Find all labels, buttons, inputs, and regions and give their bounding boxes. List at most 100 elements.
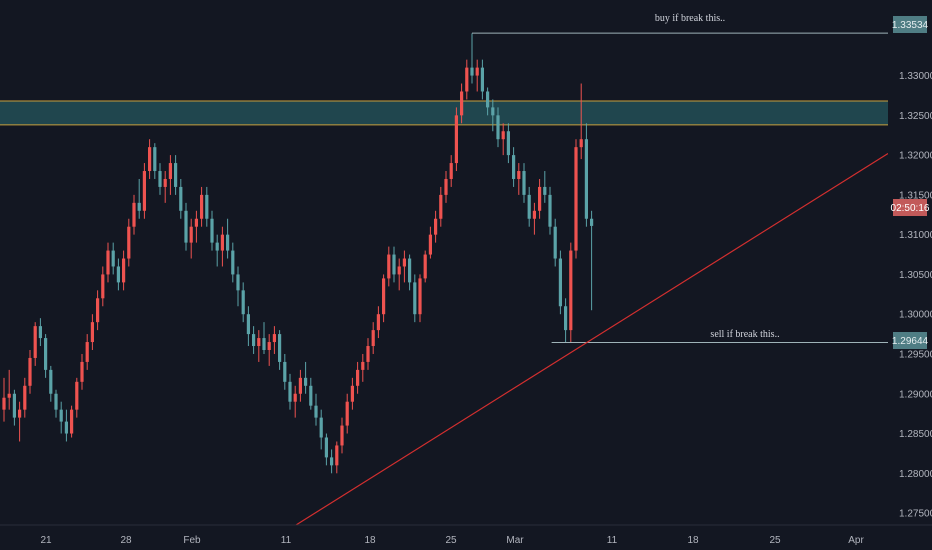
candle-body [278,334,282,362]
candle [506,123,510,164]
candle [486,87,490,116]
candle-body [2,397,6,410]
candle [241,282,245,323]
candle-body [184,210,188,243]
candle-body [288,381,292,402]
candle-body [496,115,500,140]
candle-body [340,425,344,446]
price-axis-bg [888,0,932,550]
candle-body [584,139,588,219]
candle-body [387,254,391,279]
candle-body [330,457,334,466]
candle-body [64,421,68,434]
time-axis[interactable]: 21 28 Feb 11 18 25 Mar 11 18 25 Apr [0,524,932,550]
candle [168,155,172,195]
price-tick-label: 1.30500 [899,270,932,281]
candle [590,210,594,311]
candle-body [168,163,172,179]
candle [475,59,479,92]
time-axis-bg [0,525,932,550]
candle-body [506,131,510,156]
price-axis[interactable]: 1.27500 1.28000 1.28500 1.29000 1.29500 1.300… [888,0,932,550]
candle [480,59,484,100]
candle [194,210,198,243]
candle-body [486,91,490,108]
candle-body [85,342,89,362]
candle-body [480,67,484,92]
candle-body [527,194,531,219]
candle [205,186,209,227]
candle [90,314,94,350]
candle [80,353,84,390]
candle [272,326,276,354]
candle [558,250,562,315]
candle-body [501,131,505,140]
price-tick-label: 1.29500 [899,349,932,360]
candle [122,250,126,291]
candle [423,250,427,283]
candle-body [148,147,152,172]
candle [38,318,42,347]
candle [278,330,282,370]
candle [376,306,380,339]
candle-body [153,147,157,172]
candle-body [220,234,224,251]
candle-body [449,163,453,179]
candle-body [267,342,271,350]
candle-body [319,417,323,438]
candle-body [475,67,479,76]
countdown-badge: 02:50:16 [891,199,930,216]
candle-body [382,278,386,315]
candle [64,409,68,442]
candle [418,274,422,323]
candle [330,449,334,474]
candle-body [434,218,438,235]
candle-body [215,242,219,251]
time-tick-label: 11 [607,535,618,546]
candle-body [444,178,448,195]
candle-body [590,218,594,226]
buy-annotation: buy if break this.. [655,13,725,24]
buy-level-badge: 1.33534 [892,16,929,33]
candle-body [252,334,256,347]
candle-body [366,346,370,362]
time-tick-label: 28 [120,535,132,546]
zone-fill [0,101,888,125]
candle-body [298,377,302,394]
candle [200,186,204,227]
candle [361,353,365,382]
candle [226,218,230,259]
candle [184,202,188,251]
candle-body [371,330,375,347]
candle [220,226,224,267]
candle [428,226,432,259]
candle [553,218,557,267]
candle [356,361,360,394]
candle-body [80,361,84,382]
candle-body [491,107,495,116]
time-tick-label: 11 [281,535,292,546]
price-tick-label: 1.27500 [899,509,932,520]
candle-body [200,194,204,219]
candle [548,186,552,235]
candle [340,417,344,454]
candle [179,178,183,219]
candle-body [246,314,250,335]
candle [132,194,136,235]
price-tick-label: 1.33000 [899,71,932,82]
resistance-zone [0,100,888,126]
candles [2,33,594,474]
candle-body [418,278,422,315]
candle-body [59,409,63,422]
candle [44,334,48,378]
time-tick-label: Mar [506,535,524,546]
candle [584,123,588,227]
sell-level-badge: 1.29644 [892,332,929,349]
candle [298,369,302,402]
candle [579,83,583,160]
candle [75,377,79,418]
candle-body [428,234,432,255]
candle-body [423,254,427,279]
